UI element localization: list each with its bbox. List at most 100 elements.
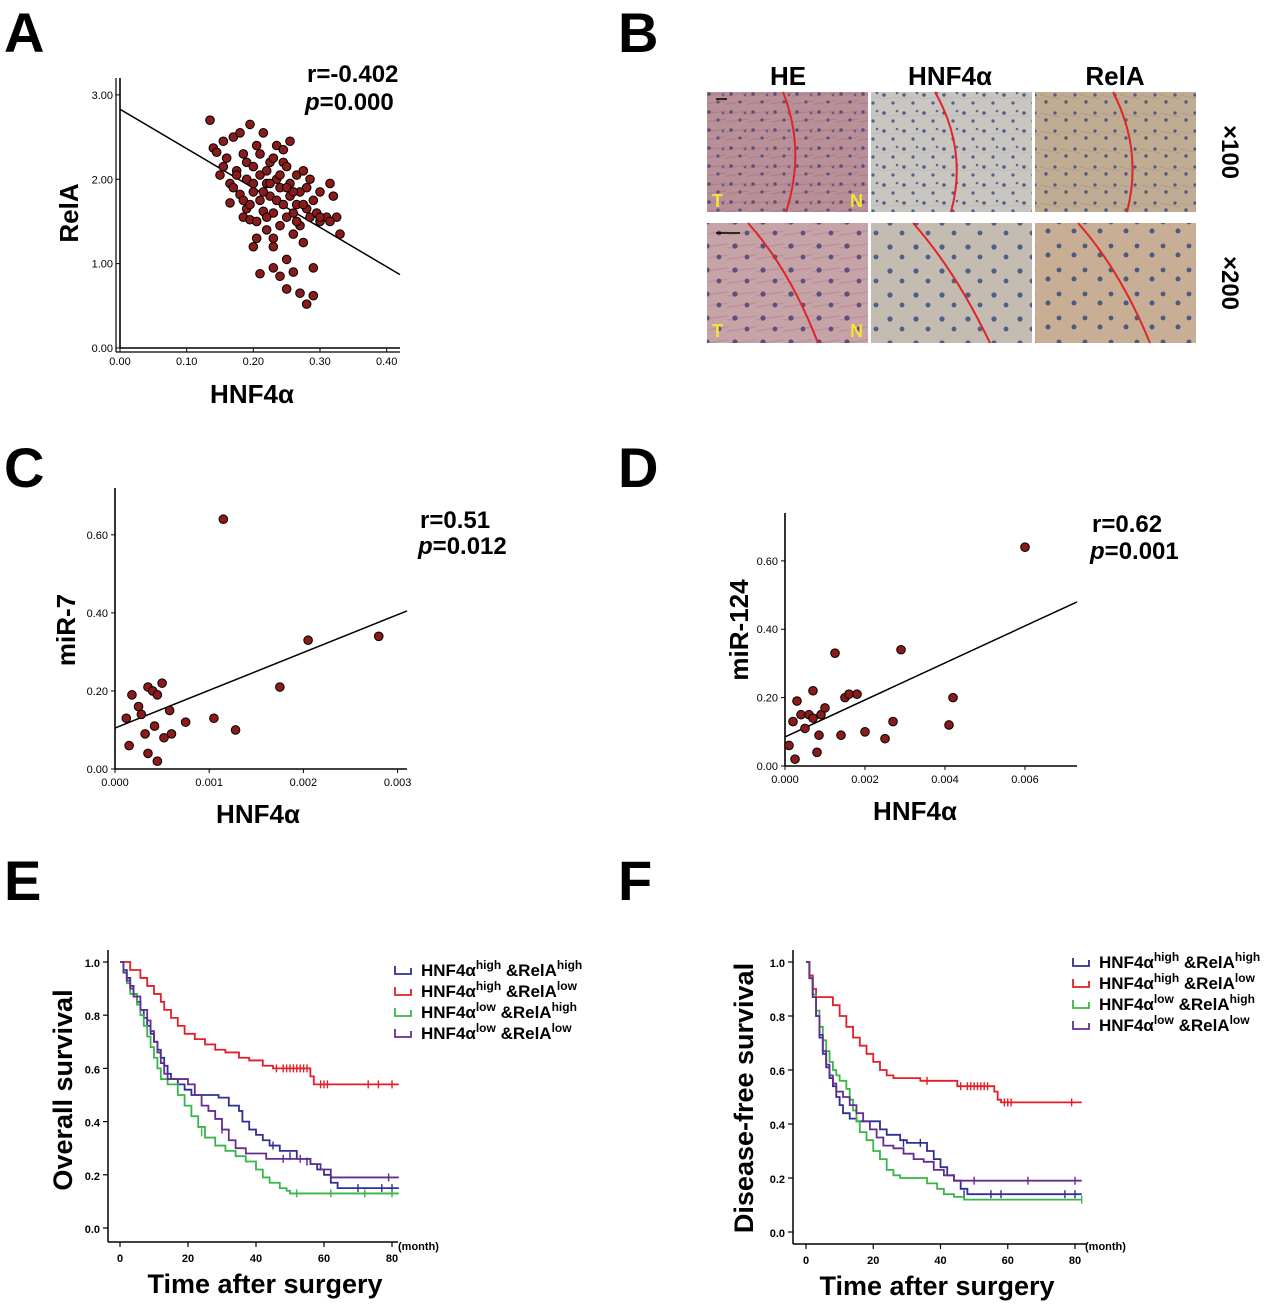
legend-sup-a: low: [476, 1021, 497, 1035]
data-point: [248, 178, 259, 189]
scatter-plot-a: 0.00 0.10 0.20 0.30 0.40 0.00 1.00 2.00 3.00 HNF4…: [54, 61, 401, 409]
data-point: [281, 182, 292, 193]
panel-c: C 0.000 0.001 0.002 0.003 0.00 0.20 0.40 0.60 HN…: [4, 436, 507, 829]
data-point: [164, 705, 175, 716]
y-tick-label: 1.0: [85, 958, 100, 970]
panel-d: D 0.000 0.002 0.004 0.006 0.00 0.20 0.40 0.60 HN…: [618, 436, 1179, 826]
data-point: [275, 271, 285, 282]
data-point: [308, 195, 319, 206]
data-point: [261, 166, 272, 176]
data-point: [888, 716, 898, 727]
micrograph-hnf4a-x100: [871, 91, 1032, 213]
survival-curve: [806, 961, 1082, 1104]
x-tick-label: 0: [803, 1255, 809, 1267]
data-point: [238, 195, 249, 206]
panel-label-b: B: [618, 1, 658, 64]
data-point: [303, 635, 313, 646]
x-tick-label: 0.002: [290, 777, 318, 789]
legend-gene-b: &RelA: [1179, 953, 1235, 972]
data-point: [265, 178, 275, 189]
data-point: [255, 170, 265, 180]
legend-swatch: [394, 987, 412, 996]
data-point: [812, 747, 822, 758]
x-axis-unit: (month): [398, 1241, 439, 1253]
legend-entry: HNF4αlow &RelAlow: [1072, 1013, 1250, 1035]
data-point: [315, 187, 325, 197]
tumor-label: T: [712, 321, 723, 341]
legend-gene-b: &RelA: [496, 1003, 552, 1022]
data-point: [248, 241, 259, 252]
legend-sup-a: low: [1154, 1013, 1175, 1027]
p-symbol: p: [304, 89, 320, 116]
panel-label-c: C: [4, 436, 44, 499]
legend-sup-a: high: [1154, 971, 1179, 985]
legend-swatch: [394, 1008, 412, 1017]
legend-label: HNF4αlow &RelAhigh: [421, 1000, 577, 1022]
y-tick-label: 0.40: [87, 608, 108, 620]
data-point: [308, 263, 319, 273]
p-value: p=0.001: [1089, 538, 1179, 565]
data-point: [152, 756, 163, 766]
panel-label-d: D: [618, 436, 658, 499]
correlation-r: r=0.62: [1092, 511, 1162, 538]
data-point: [159, 732, 169, 743]
data-point: [205, 115, 215, 125]
data-point: [218, 161, 229, 172]
data-point: [836, 730, 846, 741]
x-tick-label: 60: [1002, 1255, 1014, 1267]
legend-label: HNF4αhigh &RelAhigh: [1099, 950, 1260, 972]
y-tick-label: 0.60: [757, 556, 778, 568]
legend-gene-a: HNF4α: [1099, 1016, 1154, 1035]
magnification-x200: ×200: [1216, 256, 1243, 310]
data-point: [268, 153, 279, 163]
data-point: [331, 212, 342, 223]
x-tick-label: 0.20: [243, 356, 264, 368]
x-tick-label: 40: [250, 1253, 262, 1265]
y-tick-label: 3.00: [92, 90, 113, 102]
legend-label: HNF4αlow &RelAlow: [421, 1021, 572, 1043]
data-point: [820, 703, 830, 713]
legend-sup-b: high: [557, 958, 582, 972]
legend-gene-a: HNF4α: [1099, 953, 1154, 972]
data-point: [251, 216, 262, 227]
legend-swatch: [394, 1029, 412, 1038]
legend-swatch: [1072, 1000, 1090, 1009]
data-point: [251, 233, 262, 244]
data-point: [152, 690, 163, 700]
data-point: [255, 268, 265, 279]
data-point: [136, 709, 147, 720]
y-tick-label: 1.00: [92, 259, 113, 271]
micrograph-rela-x100: [1035, 91, 1196, 213]
legend-sup-b: high: [1230, 992, 1255, 1006]
y-axis-title: Overall survival: [48, 989, 78, 1190]
x-tick-label: 0.000: [771, 774, 799, 786]
column-header-hnf4a: HNF4α: [908, 61, 992, 91]
micrograph-hnf4a-x200: [871, 222, 1032, 344]
p-value: p=0.000: [304, 89, 394, 116]
x-tick-label: 0.003: [384, 777, 412, 789]
tumor-label: T: [712, 191, 723, 211]
panel-a: A 0.00 0.10 0.20 0.30 0.40 0.00 1.00 2.00 3.00 HN…: [4, 1, 401, 409]
legend-gene-b: &RelA: [1174, 995, 1230, 1014]
y-tick-label: 1.0: [770, 958, 785, 970]
legend-gene-b: &RelA: [1174, 1016, 1230, 1035]
legend-gene-b: &RelA: [501, 982, 557, 1001]
y-axis-title: miR-7: [51, 594, 81, 666]
axes: 0.000 0.002 0.004 0.006 0.00 0.20 0.40 0.60: [757, 513, 1077, 786]
x-tick-label: 0.001: [195, 777, 223, 789]
data-point: [225, 198, 235, 208]
panel-b: B: [618, 1, 1243, 344]
data-point: [143, 748, 153, 759]
data-point: [301, 182, 312, 193]
legend-swatch: [1072, 958, 1090, 967]
panel-f: F 0 20 40 60 80 0.0 0.2 0.4 0.6 0.8 1.0 (month) Time…: [618, 849, 1260, 1301]
data-point: [251, 140, 262, 151]
data-point: [140, 729, 150, 739]
legend-label: HNF4αlow &RelAhigh: [1099, 992, 1255, 1014]
data-point: [230, 725, 241, 735]
data-point: [124, 740, 134, 751]
legend-entry: HNF4αhigh &RelAhigh: [1072, 950, 1260, 972]
data-point: [291, 170, 302, 180]
data-point: [325, 178, 335, 189]
legend-sup-a: high: [476, 958, 501, 972]
